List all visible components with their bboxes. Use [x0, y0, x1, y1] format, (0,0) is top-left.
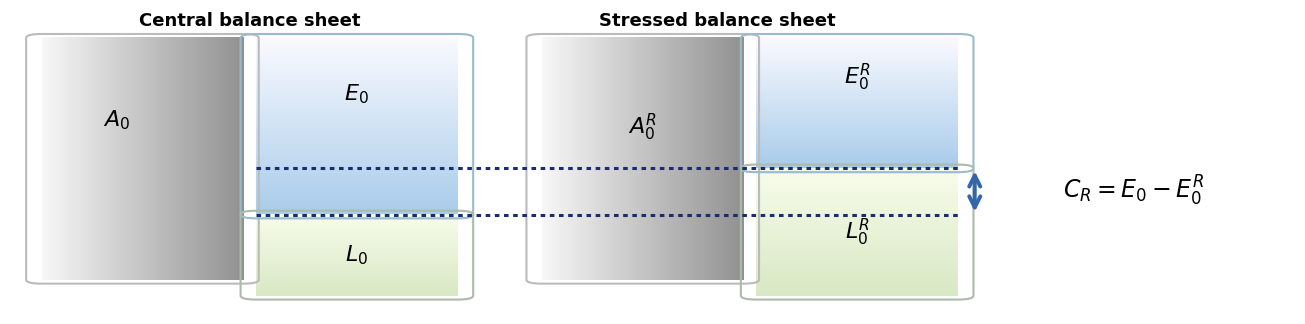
Text: $C_R = E_0 - E_0^R$: $C_R = E_0 - E_0^R$ [1062, 174, 1205, 208]
Text: $A_0^R$: $A_0^R$ [628, 111, 658, 143]
Text: Central balance sheet: Central balance sheet [138, 12, 360, 30]
Text: Stressed balance sheet: Stressed balance sheet [599, 12, 835, 30]
Text: $E_0^R$: $E_0^R$ [844, 62, 870, 93]
Text: $E_0$: $E_0$ [345, 83, 369, 106]
Text: $A_0$: $A_0$ [103, 109, 130, 133]
Text: $L_0$: $L_0$ [346, 243, 368, 267]
Text: $L_0^R$: $L_0^R$ [844, 216, 869, 248]
